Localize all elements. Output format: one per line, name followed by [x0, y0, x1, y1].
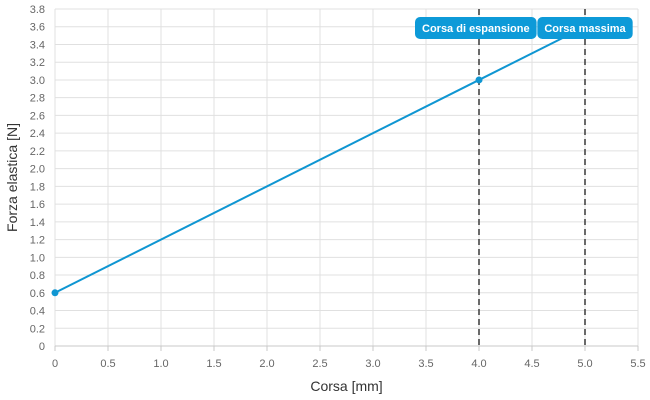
y-tick-label: 1.6: [30, 199, 45, 211]
y-tick-label: 2.6: [30, 110, 45, 122]
reference-lines-layer: [478, 9, 586, 346]
y-tick-label: 3.6: [30, 22, 45, 34]
x-tick-label: 3.0: [365, 358, 380, 370]
y-tick-label: 0.4: [30, 306, 45, 318]
x-axis-title: Corsa [mm]: [310, 378, 382, 394]
y-tick-label: 3.8: [30, 4, 45, 16]
reference-label-text: Corsa massima: [544, 23, 626, 35]
x-tick-label: 4.5: [524, 358, 539, 370]
y-tick-label: 0.8: [30, 270, 45, 282]
y-tick-label: 0: [39, 341, 45, 353]
y-tick-label: 3.2: [30, 57, 45, 69]
x-tick-label: 1.0: [153, 358, 168, 370]
reference-label-bg: [537, 17, 633, 39]
x-tick-label: 5.5: [630, 358, 645, 370]
x-tick-label: 1.5: [206, 358, 221, 370]
reference-label-bg: [415, 17, 537, 39]
reference-label-badge: Corsa di espansione: [415, 17, 537, 39]
x-tick-label: 0: [52, 358, 58, 370]
y-tick-label: 1.2: [30, 235, 45, 247]
y-tick-label: 2.8: [30, 93, 45, 105]
x-tick-label: 5.0: [577, 358, 592, 370]
x-tick-label: 3.5: [418, 358, 433, 370]
x-tick-label: 2.5: [312, 358, 327, 370]
y-tick-label: 1.0: [30, 252, 45, 264]
y-tick-label: 0.6: [30, 288, 45, 300]
series-layer: [51, 25, 586, 297]
y-tick-label: 0.2: [30, 323, 45, 335]
x-tick-label: 0.5: [100, 358, 115, 370]
reference-label-badge: Corsa massima: [537, 17, 633, 39]
data-point[interactable]: [51, 289, 59, 297]
grid-layer: [54, 8, 639, 347]
axis-layer: 0 0.2 0.4 0.6 0.8 1.0 1.2 1.4 1.6 1.8 2.0 2.2 2.4 2.6…: [30, 4, 646, 370]
y-tick-label: 2.2: [30, 146, 45, 158]
y-tick-label: 2.0: [30, 164, 45, 176]
reference-labels-layer: Corsa di espansione Corsa massima: [415, 17, 633, 39]
y-tick-label: 1.8: [30, 181, 45, 193]
data-point[interactable]: [475, 76, 483, 84]
y-tick-label: 1.4: [30, 217, 45, 229]
y-axis-title: Forza elastica [N]: [4, 123, 20, 232]
y-tick-label: 3.4: [30, 39, 45, 51]
x-tick-label: 4.0: [471, 358, 486, 370]
reference-label-text: Corsa di espansione: [422, 23, 530, 35]
y-tick-label: 3.0: [30, 75, 45, 87]
x-tick-label: 2.0: [259, 358, 274, 370]
y-tick-label: 2.4: [30, 128, 45, 140]
